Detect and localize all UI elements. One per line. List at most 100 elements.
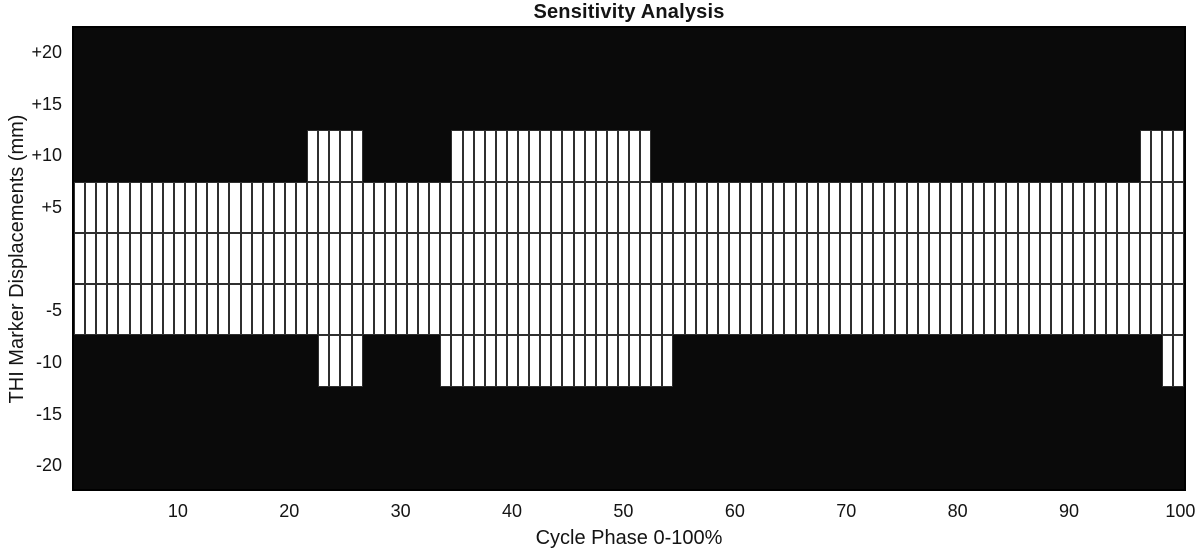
x-tick-label: 10 — [167, 501, 188, 521]
x-tick-label: 60 — [724, 501, 745, 521]
heatmap-cell — [740, 232, 752, 285]
heatmap-cell — [662, 284, 674, 336]
heatmap-cell — [606, 181, 618, 233]
heatmap-cell — [185, 181, 197, 233]
heatmap-cell — [595, 130, 607, 182]
heatmap-cell — [995, 232, 1007, 285]
heatmap-cell — [751, 284, 763, 336]
heatmap-cell — [1139, 284, 1151, 336]
heatmap-cell — [839, 232, 851, 285]
heatmap-cell — [462, 335, 474, 387]
heatmap-cell — [673, 232, 685, 285]
heatmap-cell — [862, 181, 874, 233]
heatmap-cell — [74, 232, 86, 285]
heatmap-cell — [873, 284, 885, 336]
heatmap-cell — [407, 232, 419, 285]
heatmap-cell — [1128, 181, 1140, 233]
heatmap-cell — [617, 130, 629, 182]
y-tick-label: +20 — [31, 41, 62, 62]
heatmap-cell — [395, 232, 407, 285]
heatmap-cell — [1028, 284, 1040, 336]
heatmap-cell — [318, 181, 330, 233]
heatmap-cell — [684, 232, 696, 285]
heatmap-cell — [118, 181, 130, 233]
heatmap-cell — [784, 232, 796, 285]
heatmap-cell — [451, 335, 463, 387]
heatmap-cell — [817, 232, 829, 285]
heatmap-cell — [762, 284, 774, 336]
heatmap-cell — [1150, 181, 1162, 233]
y-tick-label: +5 — [41, 196, 62, 217]
heatmap-cell — [651, 232, 663, 285]
heatmap-cell — [185, 284, 197, 336]
heatmap-cell — [296, 232, 308, 285]
heatmap-cell — [939, 232, 951, 285]
heatmap-cell — [1128, 232, 1140, 285]
heatmap-cell — [617, 284, 629, 336]
heatmap-cell — [1095, 284, 1107, 336]
heatmap-cell — [573, 232, 585, 285]
heatmap-cell — [728, 181, 740, 233]
heatmap-cell — [1073, 284, 1085, 336]
heatmap-cell — [973, 284, 985, 336]
heatmap-cell — [562, 284, 574, 336]
heatmap-cell — [573, 130, 585, 182]
heatmap-cell — [973, 181, 985, 233]
x-tick-label: 80 — [947, 501, 968, 521]
heatmap-cell — [307, 232, 319, 285]
heatmap-cell — [429, 181, 441, 233]
heatmap-cell — [562, 130, 574, 182]
heatmap-cell — [218, 232, 230, 285]
heatmap-cell — [839, 284, 851, 336]
heatmap-cell — [895, 284, 907, 336]
heatmap-cell — [495, 181, 507, 233]
heatmap-cell — [1017, 181, 1029, 233]
heatmap-cell — [817, 284, 829, 336]
heatmap-cell — [207, 284, 219, 336]
heatmap-cell — [1039, 232, 1051, 285]
heatmap-cell — [451, 130, 463, 182]
heatmap-cell — [340, 232, 352, 285]
heatmap-cell — [440, 232, 452, 285]
heatmap-cell — [1006, 232, 1018, 285]
heatmap-cell — [573, 181, 585, 233]
heatmap-cell — [962, 232, 974, 285]
x-tick-label: 40 — [502, 501, 523, 521]
heatmap-cell — [1050, 232, 1062, 285]
heatmap-cell — [1073, 232, 1085, 285]
heatmap-cell — [662, 232, 674, 285]
heatmap-cell — [1095, 232, 1107, 285]
heatmap-cell — [318, 130, 330, 182]
heatmap-cell — [96, 284, 108, 336]
heatmap-cell — [351, 284, 363, 336]
heatmap-cell — [484, 335, 496, 387]
heatmap-cell — [451, 232, 463, 285]
heatmap-cell — [640, 130, 652, 182]
heatmap-cell — [484, 232, 496, 285]
heatmap-cell — [240, 284, 252, 336]
x-tick-label: 90 — [1059, 501, 1080, 521]
x-tick-label: 20 — [279, 501, 300, 521]
heatmap-cell — [540, 232, 552, 285]
heatmap-cell — [118, 284, 130, 336]
heatmap-cell — [351, 130, 363, 182]
heatmap-cell — [795, 181, 807, 233]
heatmap-cell — [962, 284, 974, 336]
heatmap-cell — [162, 232, 174, 285]
heatmap-cell — [1106, 284, 1118, 336]
heatmap-cell — [207, 232, 219, 285]
heatmap-cell — [395, 284, 407, 336]
heatmap-cell — [407, 284, 419, 336]
heatmap-cell — [806, 181, 818, 233]
heatmap-cell — [307, 284, 319, 336]
heatmap-cell — [429, 284, 441, 336]
y-tick-label: -10 — [35, 351, 62, 372]
heatmap-cell — [1017, 232, 1029, 285]
heatmap-cell — [229, 181, 241, 233]
heatmap-cell — [129, 232, 141, 285]
heatmap-cell — [595, 335, 607, 387]
heatmap-cell — [129, 181, 141, 233]
heatmap-cell — [1073, 181, 1085, 233]
heatmap-cell — [717, 181, 729, 233]
heatmap-cell — [118, 232, 130, 285]
